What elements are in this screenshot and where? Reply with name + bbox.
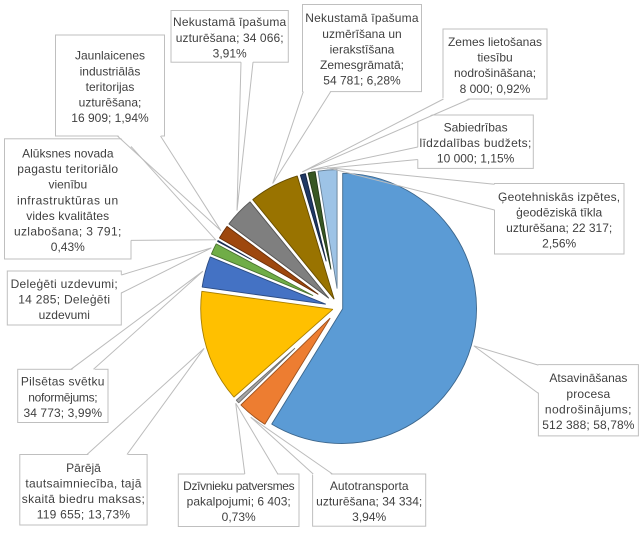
svg-text:Ģeotehniskās izpētes,ģeodēzisk: Ģeotehniskās izpētes, ģeodēziskā tīkla uzt… bbox=[498, 190, 620, 251]
svg-text:Deleģēti uzdevumi;14 285; Dele: Deleģēti uzdevumi; 14 285; Deleģēti uzdevu… bbox=[11, 277, 118, 322]
